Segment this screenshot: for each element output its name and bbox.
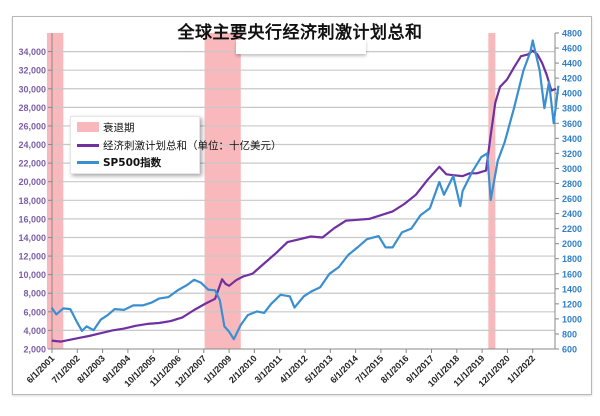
right-axis-tick-label: 2400 [562, 209, 582, 219]
left-axis-tick-label: 28,000 [18, 103, 46, 113]
gridlines [52, 50, 555, 332]
stimulus-series-line [51, 49, 557, 343]
right-axis-tick-label: 1000 [562, 314, 582, 324]
right-axis-tick-label: 3800 [562, 104, 582, 114]
left-axis-tick-label: 10,000 [18, 270, 46, 280]
right-axis-tick-label: 2200 [562, 224, 582, 234]
left-axis-tick-label: 16,000 [18, 214, 46, 224]
left-axis-tick-label: 34,000 [18, 47, 46, 57]
axes: 34,000 32,000 30,000 28,000 26,000 24,000 22,0… [18, 29, 582, 389]
right-axis-tick-label: 1200 [562, 299, 582, 309]
legend-item-recession: 衰退期 [77, 119, 135, 135]
right-axis-tick-label: 600 [562, 345, 577, 355]
recession-bands [46, 33, 496, 349]
left-axis-tick-label: 18,000 [18, 196, 46, 206]
data-series [50, 39, 560, 343]
right-axis-tick-label: 3400 [562, 134, 582, 144]
recession-swatch-icon [77, 122, 99, 132]
right-axis-tick-label: 4400 [562, 59, 582, 69]
sp500-line-icon [77, 160, 99, 164]
left-axis-tick-label: 4,000 [23, 326, 46, 336]
right-axis-tick-label: 1400 [562, 284, 582, 294]
legend-label: 经济刺激计划总和（单位：十亿美元） [103, 139, 282, 152]
right-axis-tick-label: 1600 [562, 269, 582, 279]
left-axis-tick-label: 30,000 [18, 84, 46, 94]
left-axis-tick-label: 22,000 [18, 159, 46, 169]
legend-label: 衰退期 [103, 121, 135, 134]
right-axis-tick-label: 4000 [562, 89, 582, 99]
right-axis-tick-label: 4800 [562, 29, 582, 39]
legend-label: SP500指数 [103, 156, 162, 169]
left-axis-tick-label: 12,000 [18, 252, 46, 262]
right-axis-tick-label: 3600 [562, 119, 582, 129]
left-axis-tick-label: 8,000 [23, 289, 46, 299]
legend-item-sp500: SP500指数 [77, 154, 161, 170]
left-axis-tick-label: 32,000 [18, 66, 46, 76]
right-axis-tick-label: 800 [562, 329, 577, 339]
left-axis-tick-label: 6,000 [23, 307, 46, 317]
left-axis-tick-label: 20,000 [18, 177, 46, 187]
right-axis-tick-label: 4200 [562, 74, 582, 84]
legend-item-stimulus: 经济刺激计划总和（单位：十亿美元） [77, 137, 282, 153]
recession-band [204, 33, 241, 349]
sp500-series-line [50, 39, 560, 341]
right-axis-tick-label: 2000 [562, 239, 582, 249]
stimulus-line-icon [77, 143, 99, 147]
chart-legend: 衰退期 经济刺激计划总和（单位：十亿美元） SP500指数 [70, 116, 282, 174]
right-axis-tick-label: 4600 [562, 44, 582, 54]
right-axis-tick-label: 1800 [562, 254, 582, 264]
left-axis-tick-label: 14,000 [18, 233, 46, 243]
right-axis-tick-label: 3200 [562, 149, 582, 159]
left-axis-tick-label: 24,000 [18, 140, 46, 150]
x-axis-tick-label: 1/1/2022 [505, 353, 537, 385]
right-axis-tick-label: 2600 [562, 194, 582, 204]
chart-title: 全球主要央行经济刺激计划总和 [177, 23, 423, 43]
title-shadow [236, 40, 366, 54]
left-axis-tick-label: 2,000 [23, 345, 46, 355]
recession-band [46, 33, 64, 349]
left-axis-tick-label: 26,000 [18, 121, 46, 131]
right-axis-tick-label: 3000 [562, 164, 582, 174]
right-axis-tick-label: 2800 [562, 179, 582, 189]
